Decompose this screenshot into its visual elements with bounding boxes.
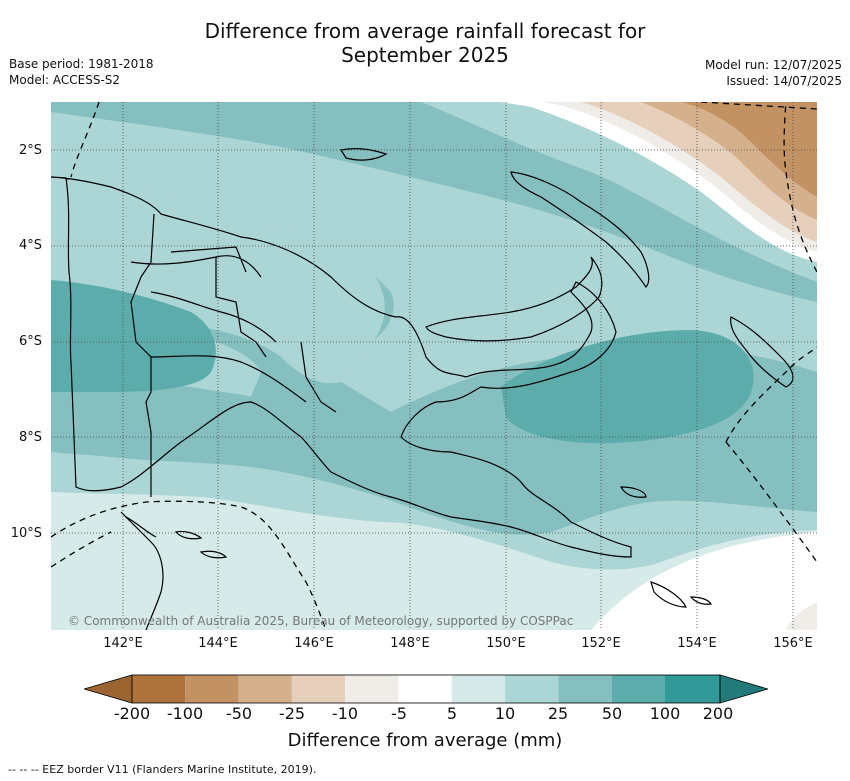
model-name: Model: ACCESS-S2 bbox=[9, 73, 121, 87]
lat-label-10s: 10°S bbox=[10, 526, 42, 541]
colorbar-tick: 50 bbox=[601, 704, 623, 723]
colorbar-bin-8 bbox=[505, 675, 559, 703]
colorbar-tick: 200 bbox=[702, 704, 734, 723]
colorbar-under bbox=[84, 674, 133, 704]
colorbar-bin-5 bbox=[345, 675, 399, 703]
lat-label-6s: 6°S bbox=[18, 334, 42, 349]
colorbar-tick: -25 bbox=[278, 704, 306, 723]
colorbar-bin-7 bbox=[451, 675, 506, 703]
colorbar-bin-10 bbox=[611, 675, 665, 703]
lon-label-148e: 148°E bbox=[390, 636, 430, 651]
colorbar-bin-4 bbox=[291, 675, 346, 703]
colorbar-tick: -50 bbox=[225, 704, 253, 723]
colorbar-tick: -100 bbox=[166, 704, 204, 723]
colorbar bbox=[84, 674, 768, 704]
colorbar-label: Difference from average (mm) bbox=[287, 730, 563, 751]
model-run: Model run: 12/07/2025 bbox=[704, 58, 842, 72]
colorbar-tick: 5 bbox=[446, 704, 458, 723]
lon-label-150e: 150°E bbox=[486, 636, 526, 651]
eez-borders bbox=[51, 102, 817, 630]
title-line-2: September 2025 bbox=[341, 43, 509, 67]
lat-label-2s: 2°S bbox=[18, 143, 42, 158]
copyright-notice: © Commonwealth of Australia 2025, Bureau… bbox=[68, 614, 574, 628]
issued-date: Issued: 14/07/2025 bbox=[726, 74, 842, 88]
colorbar-tick: 10 bbox=[494, 704, 516, 723]
lon-label-156e: 156°E bbox=[773, 636, 813, 651]
lon-label-146e: 146°E bbox=[294, 636, 334, 651]
colorbar-bin-3 bbox=[238, 675, 292, 703]
lon-label-144e: 144°E bbox=[198, 636, 238, 651]
base-period: Base period: 1981-2018 bbox=[9, 57, 154, 71]
graticule bbox=[51, 102, 817, 630]
anomaly-band-minus-50-100 bbox=[661, 102, 817, 197]
colorbar-tick: 25 bbox=[547, 704, 569, 723]
coastlines bbox=[51, 148, 794, 630]
anomaly-band-50-100-east bbox=[501, 330, 754, 444]
colorbar-bin-1 bbox=[132, 675, 186, 703]
meta-left: Base period: 1981-2018 Model: ACCESS-S2 bbox=[9, 56, 154, 88]
colorbar-bin-9 bbox=[558, 675, 612, 703]
map-title: Difference from average rainfall forecas… bbox=[0, 19, 850, 67]
rainfall-map bbox=[51, 102, 817, 630]
colorbar-tick: -5 bbox=[391, 704, 407, 723]
eez-footnote: -- -- -- EEZ border V11 (Flanders Marine… bbox=[8, 763, 317, 776]
anomaly-band-10-25-inland bbox=[51, 162, 385, 384]
title-line-1: Difference from average rainfall forecas… bbox=[204, 19, 646, 43]
meta-right: Model run: 12/07/2025 Issued: 14/07/2025 bbox=[705, 57, 842, 89]
lat-label-8s: 8°S bbox=[18, 430, 42, 445]
anomaly-patch-se bbox=[786, 602, 817, 630]
lon-label-142e: 142°E bbox=[103, 636, 143, 651]
colorbar-tick: 100 bbox=[649, 704, 681, 723]
colorbar-bin-2 bbox=[185, 675, 239, 703]
colorbar-bin-6 bbox=[398, 675, 452, 703]
lon-label-152e: 152°E bbox=[581, 636, 621, 651]
lat-label-4s: 4°S bbox=[18, 238, 42, 253]
colorbar-tick: -10 bbox=[331, 704, 359, 723]
colorbar-tick: -200 bbox=[113, 704, 151, 723]
anomaly-band-neutral bbox=[591, 532, 817, 630]
colorbar-over bbox=[719, 674, 768, 704]
anomaly-band-50-100-west bbox=[51, 280, 216, 392]
colorbar-bin-11 bbox=[665, 675, 720, 703]
lon-label-154e: 154°E bbox=[677, 636, 717, 651]
